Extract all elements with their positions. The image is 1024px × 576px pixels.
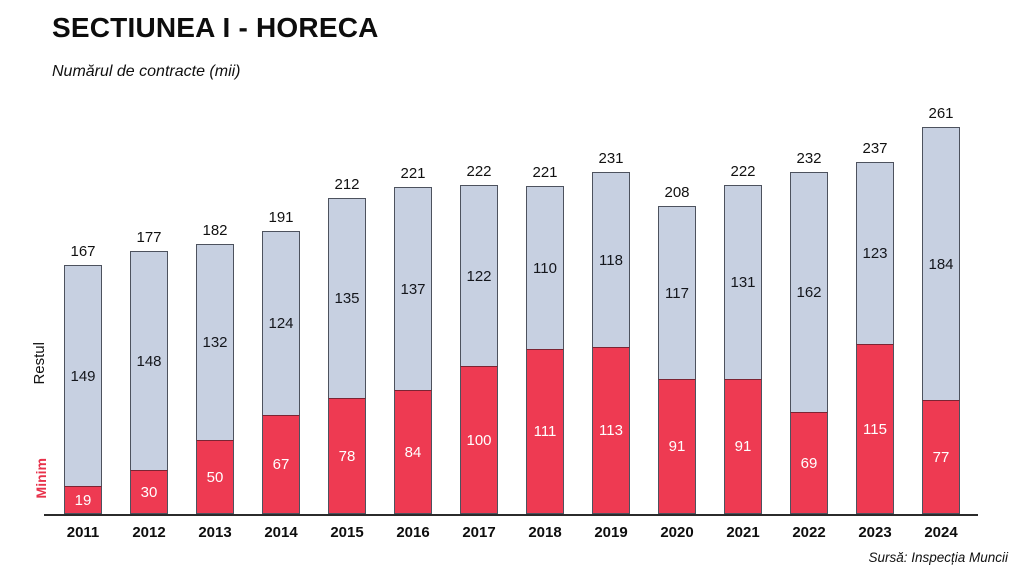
bar-column-2023: 237 123 115 2023 bbox=[856, 140, 894, 541]
segment-restul: 122 bbox=[460, 185, 498, 366]
total-value-label: 177 bbox=[136, 229, 162, 246]
plot-area: 167 149 19 2011 177 148 30 2012 182 132 50 2013 191 1… bbox=[64, 96, 960, 541]
total-value-label: 222 bbox=[730, 163, 756, 180]
x-tick-label: 2022 bbox=[792, 524, 826, 541]
bar-column-2014: 191 124 67 2014 bbox=[262, 209, 300, 541]
bar-column-2021: 222 131 91 2021 bbox=[724, 163, 762, 541]
segment-restul: 184 bbox=[922, 127, 960, 400]
series-label-restul: Restul bbox=[31, 342, 48, 385]
source-credit: Sursă: Inspecția Muncii bbox=[868, 550, 1008, 565]
segment-minim: 30 bbox=[130, 470, 168, 514]
bar-column-2018: 221 110 111 2018 bbox=[526, 164, 564, 541]
total-value-label: 182 bbox=[202, 222, 228, 239]
total-value-label: 231 bbox=[598, 150, 624, 167]
total-value-label: 212 bbox=[334, 176, 360, 193]
segment-minim: 67 bbox=[262, 415, 300, 514]
chart-subtitle: Numărul de contracte (mii) bbox=[52, 63, 241, 80]
bar-column-2011: 167 149 19 2011 bbox=[64, 243, 102, 541]
segment-restul: 118 bbox=[592, 172, 630, 347]
segment-restul: 124 bbox=[262, 231, 300, 415]
segment-minim: 69 bbox=[790, 412, 828, 514]
segment-restul: 135 bbox=[328, 198, 366, 398]
segment-minim: 100 bbox=[460, 366, 498, 514]
x-tick-label: 2020 bbox=[660, 524, 694, 541]
x-tick-label: 2019 bbox=[594, 524, 628, 541]
bar-column-2017: 222 122 100 2017 bbox=[460, 163, 498, 541]
segment-minim: 78 bbox=[328, 398, 366, 514]
segment-minim: 115 bbox=[856, 344, 894, 514]
bar-column-2022: 232 162 69 2022 bbox=[790, 150, 828, 541]
x-tick-label: 2017 bbox=[462, 524, 496, 541]
bar-column-2019: 231 118 113 2019 bbox=[592, 150, 630, 541]
segment-restul: 137 bbox=[394, 187, 432, 390]
total-value-label: 191 bbox=[268, 209, 294, 226]
total-value-label: 208 bbox=[664, 184, 690, 201]
segment-restul: 162 bbox=[790, 172, 828, 412]
segment-minim: 91 bbox=[724, 379, 762, 514]
segment-restul: 149 bbox=[64, 265, 102, 486]
segment-restul: 110 bbox=[526, 186, 564, 349]
segment-minim: 91 bbox=[658, 379, 696, 514]
total-value-label: 222 bbox=[466, 163, 492, 180]
x-tick-label: 2024 bbox=[924, 524, 958, 541]
segment-restul: 117 bbox=[658, 206, 696, 379]
bar-column-2016: 221 137 84 2016 bbox=[394, 165, 432, 541]
segment-minim: 84 bbox=[394, 390, 432, 514]
segment-minim: 19 bbox=[64, 486, 102, 514]
x-tick-label: 2018 bbox=[528, 524, 562, 541]
x-axis-line bbox=[44, 514, 978, 516]
total-value-label: 167 bbox=[70, 243, 96, 260]
segment-minim: 50 bbox=[196, 440, 234, 514]
total-value-label: 237 bbox=[862, 140, 888, 157]
x-tick-label: 2023 bbox=[858, 524, 892, 541]
total-value-label: 221 bbox=[532, 164, 558, 181]
bar-column-2024: 261 184 77 2024 bbox=[922, 105, 960, 541]
segment-restul: 148 bbox=[130, 251, 168, 470]
total-value-label: 221 bbox=[400, 165, 426, 182]
x-tick-label: 2011 bbox=[66, 524, 100, 541]
x-tick-label: 2016 bbox=[396, 524, 430, 541]
segment-minim: 111 bbox=[526, 349, 564, 514]
x-tick-label: 2014 bbox=[264, 524, 298, 541]
segment-minim: 77 bbox=[922, 400, 960, 514]
x-tick-label: 2012 bbox=[132, 524, 166, 541]
total-value-label: 261 bbox=[928, 105, 954, 122]
x-tick-label: 2013 bbox=[198, 524, 232, 541]
segment-minim: 113 bbox=[592, 347, 630, 514]
bar-column-2020: 208 117 91 2020 bbox=[658, 184, 696, 541]
segment-restul: 132 bbox=[196, 244, 234, 440]
segment-restul: 123 bbox=[856, 162, 894, 344]
bar-column-2012: 177 148 30 2012 bbox=[130, 229, 168, 541]
total-value-label: 232 bbox=[796, 150, 822, 167]
x-tick-label: 2021 bbox=[726, 524, 760, 541]
page-title: SECTIUNEA I - HORECA bbox=[52, 12, 379, 43]
segment-restul: 131 bbox=[724, 185, 762, 379]
bar-column-2015: 212 135 78 2015 bbox=[328, 176, 366, 541]
bar-column-2013: 182 132 50 2013 bbox=[196, 222, 234, 541]
series-label-minim: Minim bbox=[33, 458, 49, 499]
x-tick-label: 2015 bbox=[330, 524, 364, 541]
